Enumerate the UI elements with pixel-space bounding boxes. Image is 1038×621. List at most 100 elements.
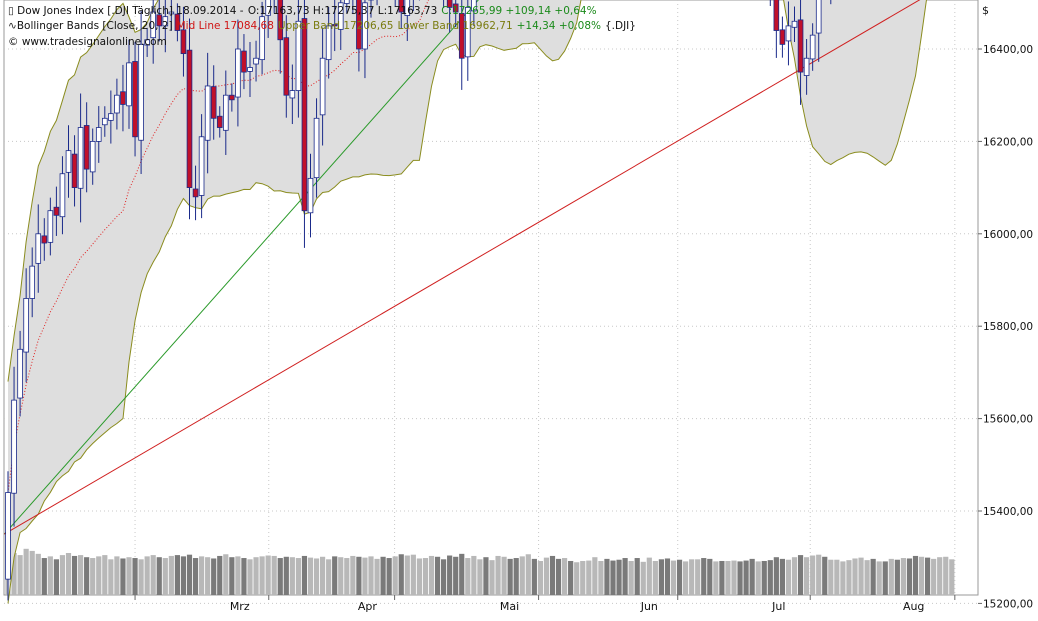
volume-bar	[435, 557, 440, 595]
volume-bar	[187, 555, 192, 595]
candle-body	[786, 26, 791, 41]
volume-bar	[199, 556, 204, 595]
close-change: C:17265,99 +109,14 +0,64%	[441, 5, 596, 17]
volume-bar	[877, 561, 882, 595]
candle-body	[72, 154, 77, 187]
candle-body	[133, 61, 138, 136]
volume-bar	[550, 556, 555, 595]
volume-bar	[544, 558, 549, 595]
volume-bar	[871, 559, 876, 595]
volume-bar	[641, 562, 646, 595]
candle-body	[229, 95, 234, 100]
volume-bar	[84, 557, 89, 595]
volume-bar	[381, 557, 386, 595]
volume-bar	[635, 558, 640, 595]
volume-bar	[925, 558, 930, 595]
volume-bar	[417, 558, 422, 595]
candle-body	[284, 38, 289, 96]
candle-body	[96, 128, 101, 142]
volume-bar	[502, 557, 507, 595]
volume-bar	[616, 560, 621, 595]
candle-body	[60, 174, 65, 217]
candle-body	[42, 236, 47, 243]
volume-bar	[737, 561, 742, 595]
volume-bar	[623, 558, 628, 595]
candle-body	[774, 0, 779, 31]
volume-bar	[689, 559, 694, 595]
volume-bar	[399, 554, 404, 595]
volume-bar	[223, 554, 228, 595]
volume-bar	[816, 555, 821, 595]
candle-body	[344, 0, 349, 3]
candle-body	[6, 493, 11, 580]
candle-body	[816, 0, 821, 33]
volume-bar	[320, 557, 325, 595]
candle-body	[48, 211, 53, 243]
volume-bar	[338, 557, 343, 595]
candle-body	[193, 189, 198, 197]
candle-body	[242, 51, 247, 72]
volume-bar	[151, 555, 156, 595]
svg-text:▯ Dow Jones Index [.DJI Tägli: ▯ Dow Jones Index [.DJI Täglich] 18.09.2…	[8, 5, 597, 17]
volume-bar	[217, 556, 222, 595]
volume-bar	[562, 558, 567, 595]
volume-bar	[701, 558, 706, 595]
volume-bar	[272, 556, 277, 595]
volume-bar	[556, 559, 561, 595]
volume-bar	[883, 561, 888, 595]
volume-bar	[768, 560, 773, 595]
volume-bar	[780, 559, 785, 595]
bands-suffix: {.DJI}	[605, 20, 636, 32]
volume-bar	[713, 561, 718, 595]
volume-bar	[471, 556, 476, 595]
volume-bar	[423, 558, 428, 595]
candle-body	[248, 67, 253, 71]
volume-bar	[120, 558, 125, 595]
volume-bar	[126, 557, 131, 595]
y-tick-label: 16200,00	[983, 136, 1033, 148]
candle-body	[290, 91, 295, 98]
volume-bar	[514, 558, 519, 595]
volume-bar	[949, 559, 954, 595]
volume-bar	[139, 559, 144, 595]
volume-bar	[580, 561, 585, 595]
volume-bar	[526, 554, 531, 595]
volume-bar	[489, 560, 494, 595]
candle-body	[139, 44, 144, 140]
volume-bar	[48, 556, 53, 595]
bands-prefix: Bollinger Bands [Close, 20, 2]	[17, 20, 173, 32]
volume-bar	[828, 560, 833, 595]
bands-legend-icon: ∿	[8, 20, 17, 32]
volume-bar	[290, 557, 295, 595]
y-tick-label: 16400,00	[983, 44, 1033, 56]
volume-bar	[750, 559, 755, 595]
candle-body	[302, 19, 307, 211]
candle-body	[780, 30, 785, 45]
volume-bar	[368, 556, 373, 595]
volume-bar	[132, 558, 137, 595]
candle-body	[205, 86, 210, 140]
volume-bar	[374, 559, 379, 595]
volume-bar	[30, 551, 35, 595]
x-tick-label: Mrz	[230, 600, 250, 613]
volume-bar	[804, 557, 809, 595]
volume-bar	[834, 560, 839, 595]
volume-bar	[205, 557, 210, 595]
x-tick-label: Apr	[358, 600, 378, 613]
volume-bar	[762, 561, 767, 595]
volume-bar	[653, 561, 658, 595]
volume-bar	[508, 559, 513, 595]
volume-bar	[393, 556, 398, 595]
candle-body	[115, 95, 120, 113]
volume-bar	[695, 559, 700, 595]
volume-bar	[411, 555, 416, 595]
volume-bar	[42, 558, 47, 595]
instrument-name: Dow Jones Index [.DJI Täglich] 18.09.201…	[17, 5, 244, 17]
candle-body	[187, 50, 192, 187]
bands-lower: Lower Band 16962,71	[397, 20, 512, 32]
volume-bar	[756, 561, 761, 595]
bands-mid: Mid Line 17084,68	[177, 20, 274, 32]
x-tick-label: Jun	[640, 600, 658, 613]
candle-body	[90, 141, 95, 171]
volume-bar	[919, 557, 924, 595]
